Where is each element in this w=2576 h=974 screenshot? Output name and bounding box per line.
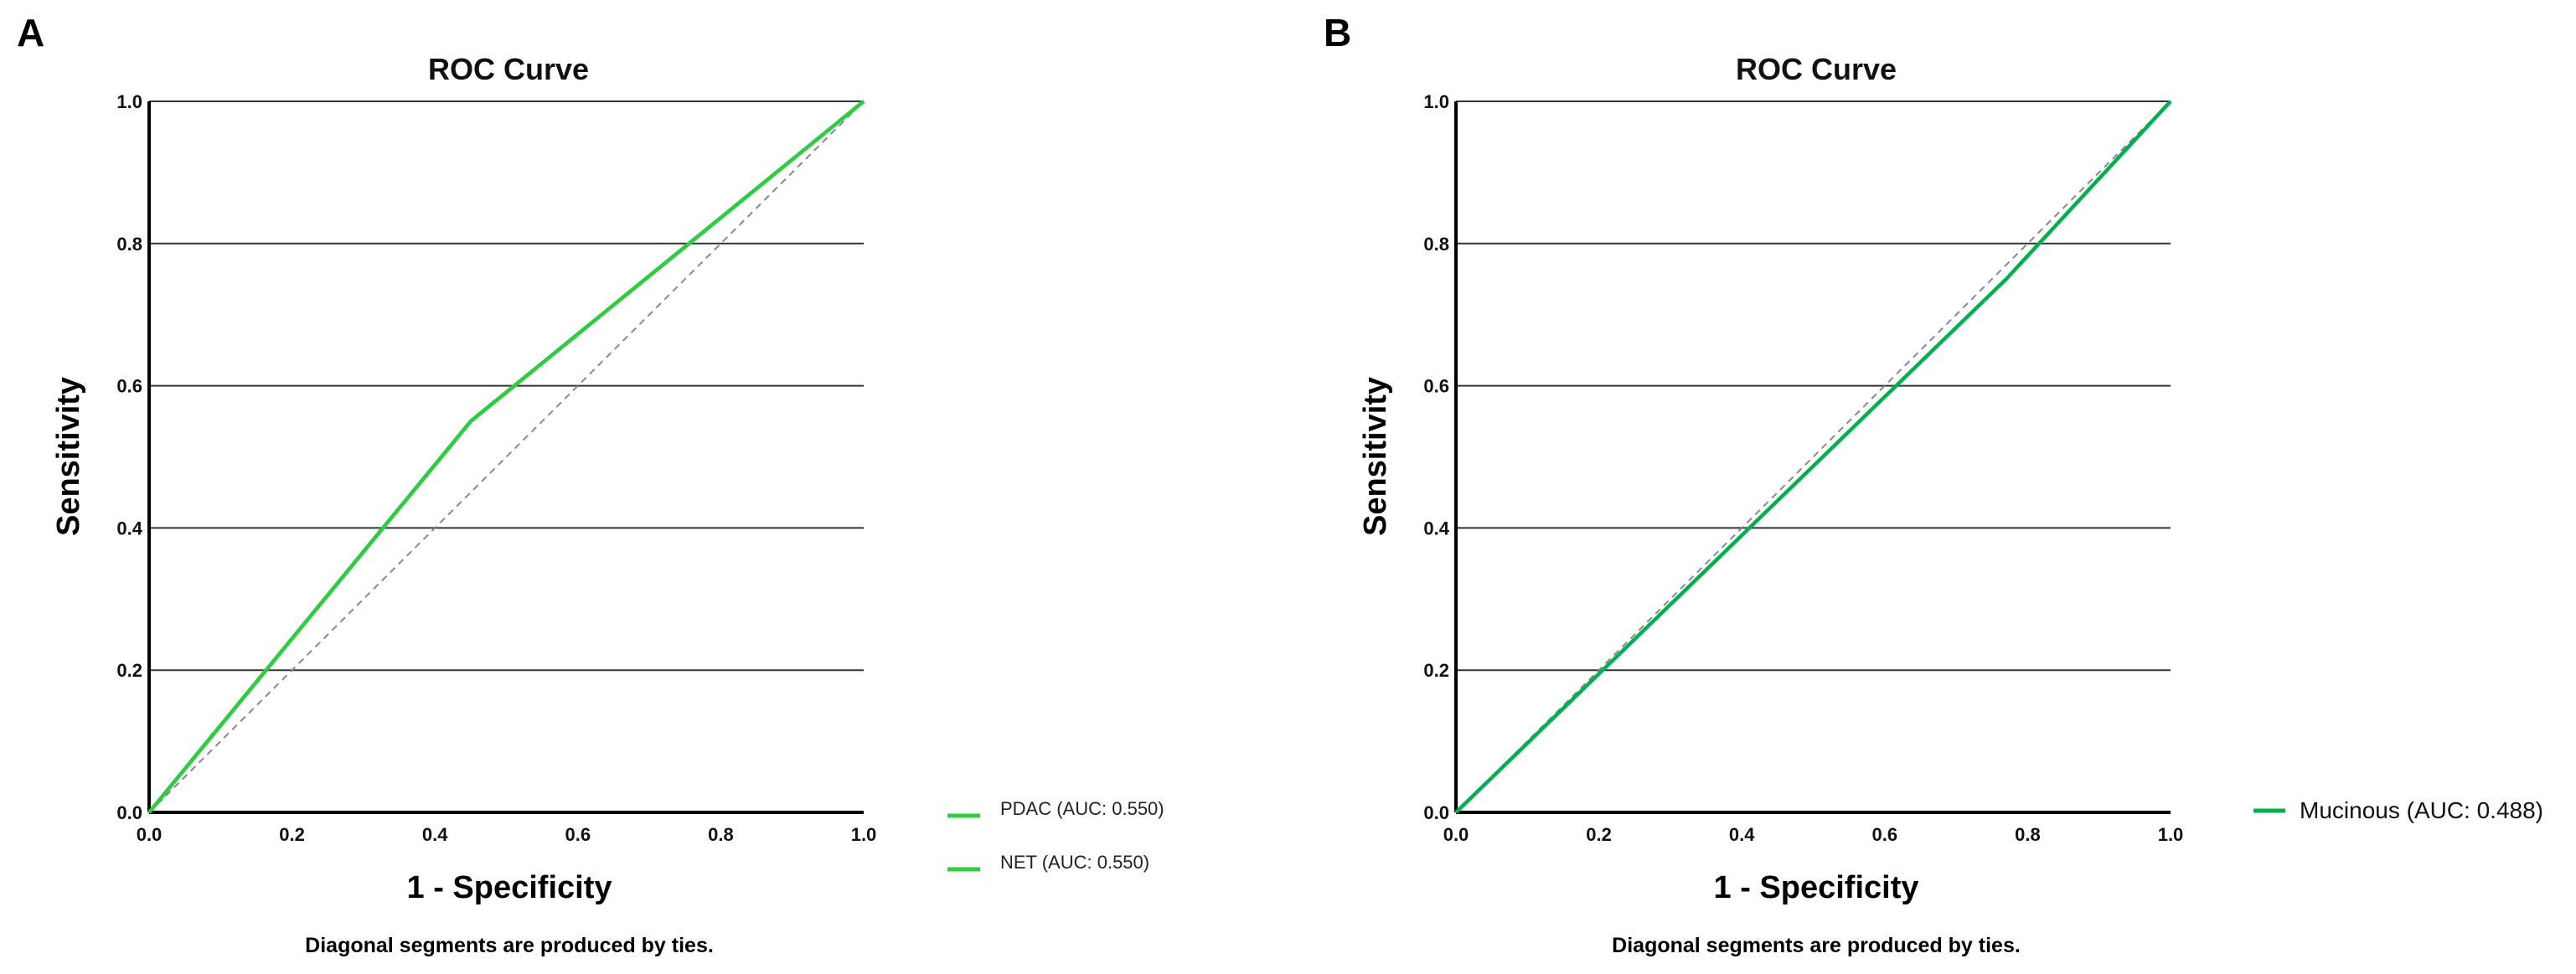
y-tick-labels: 0.0 0.2 0.4 0.6 0.8 1.0	[116, 91, 142, 823]
reference-diagonal	[1455, 100, 2171, 813]
y-tick-labels: 0.0 0.2 0.4 0.6 0.8 1.0	[1423, 91, 1449, 823]
grid-lines	[1456, 100, 2171, 672]
legend: PDAC (AUC: 0.550) NET (AUC: 0.550)	[947, 798, 1164, 873]
y-tick-label: 0.0	[116, 802, 142, 823]
y-tick-label: 1.0	[1423, 91, 1449, 112]
legend-label-net: NET (AUC: 0.550)	[1000, 852, 1149, 873]
legend-label-pdac: PDAC (AUC: 0.550)	[1000, 798, 1164, 819]
x-tick-label: 0.0	[1443, 824, 1469, 845]
legend-label-mucinous: Mucinous (AUC: 0.488)	[2300, 797, 2543, 823]
plot-marks	[1454, 100, 2172, 814]
y-tick-label: 0.0	[1423, 802, 1449, 823]
x-tick-label: 0.0	[137, 824, 163, 845]
reference-diagonal	[148, 100, 865, 813]
y-tick-label: 0.4	[1423, 518, 1449, 539]
y-tick-label: 0.6	[116, 376, 142, 397]
y-tick-label: 0.2	[1423, 660, 1449, 681]
legend: Mucinous (AUC: 0.488)	[2253, 797, 2543, 823]
y-tick-label: 1.0	[116, 91, 142, 112]
y-tick-label: 0.8	[1423, 234, 1449, 255]
x-axis-title: 1 - Specificity	[407, 870, 612, 905]
x-tick-label: 0.4	[1729, 824, 1755, 845]
x-tick-labels: 0.0 0.2 0.4 0.6 0.8 1.0	[137, 824, 877, 845]
panel-label: B	[1324, 11, 1351, 54]
panel-b: B ROC Curve 0.0 0.2 0.4 0.6 0.8 1.0 0.0 …	[1324, 11, 2543, 957]
x-tick-label: 0.8	[2015, 824, 2041, 845]
footnote: Diagonal segments are produced by ties.	[1612, 934, 2021, 957]
y-axis-title: Sensitivity	[51, 377, 86, 536]
x-tick-label: 0.4	[422, 824, 448, 845]
plot-marks	[147, 100, 865, 814]
x-tick-label: 0.8	[708, 824, 734, 845]
x-tick-label: 0.6	[1872, 824, 1898, 845]
grid-lines	[149, 100, 864, 672]
x-tick-label: 0.6	[565, 824, 591, 845]
x-tick-label: 1.0	[851, 824, 877, 845]
panel-a: A ROC Curve 0.0 0.2 0.4 0.6 0.8 1.0 0.0 …	[17, 11, 1164, 957]
axes	[147, 101, 864, 814]
y-tick-label: 0.6	[1423, 376, 1449, 397]
roc-series-mucinous	[1454, 100, 2172, 814]
x-tick-label: 0.2	[1586, 824, 1612, 845]
y-tick-label: 0.8	[116, 234, 142, 255]
footnote: Diagonal segments are produced by ties.	[305, 934, 714, 957]
axes	[1454, 101, 2171, 814]
x-axis-title: 1 - Specificity	[1714, 870, 1919, 905]
x-tick-labels: 0.0 0.2 0.4 0.6 0.8 1.0	[1443, 824, 2184, 845]
chart-title: ROC Curve	[1736, 52, 1897, 86]
x-tick-label: 1.0	[2158, 824, 2184, 845]
y-tick-label: 0.2	[116, 660, 142, 681]
chart-title: ROC Curve	[428, 52, 589, 86]
roc-series-net	[147, 100, 865, 814]
y-tick-label: 0.4	[116, 518, 142, 539]
y-axis-title: Sensitivity	[1358, 377, 1393, 536]
panel-label: A	[17, 11, 44, 54]
x-tick-label: 0.2	[279, 824, 305, 845]
